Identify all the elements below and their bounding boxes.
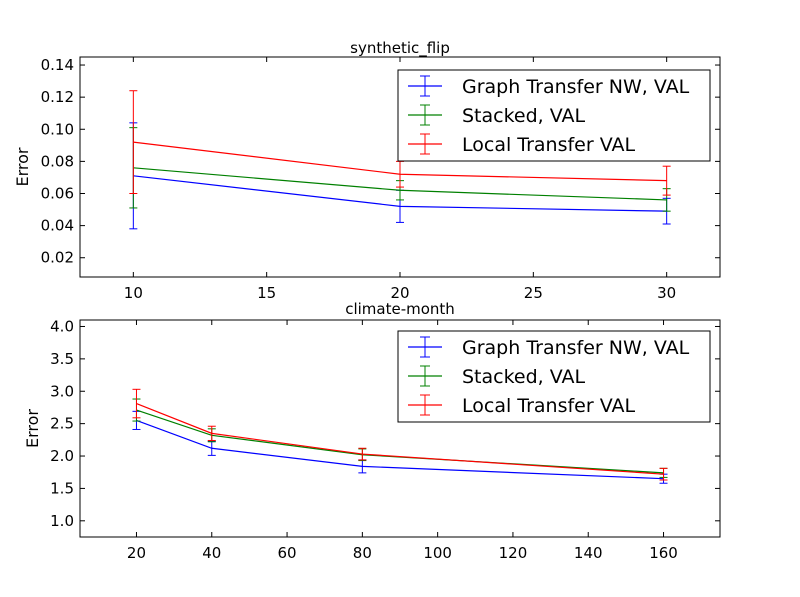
y-axis-label: Error <box>13 147 32 186</box>
series-3 <box>129 90 671 196</box>
chart-panel-1: 10 15 20 25 30 0.02 0.04 0.06 0.08 0.10 0.12 0.14 sy… <box>13 39 721 302</box>
x-tick-label: 20 <box>390 284 409 302</box>
x-tick-label: 25 <box>524 284 543 302</box>
y-tick-label: 0.14 <box>41 56 74 74</box>
legend-label: Graph Transfer NW, VAL <box>462 337 690 359</box>
legend-label: Stacked, VAL <box>462 105 586 127</box>
y-tick-label: 0.08 <box>41 152 74 170</box>
legend-label: Local Transfer VAL <box>462 395 636 417</box>
y-tick-label: 0.06 <box>41 184 74 202</box>
y-tick-label: 2.0 <box>50 447 74 465</box>
x-tick-label: 60 <box>278 544 297 562</box>
y-tick-label: 1.0 <box>50 512 74 530</box>
x-tick-label: 140 <box>574 544 603 562</box>
x-tick-label: 15 <box>257 284 276 302</box>
series-line <box>136 403 664 475</box>
x-tick-label: 10 <box>124 284 143 302</box>
legend-label: Graph Transfer NW, VAL <box>462 76 690 98</box>
chart-title: climate-month <box>345 300 455 318</box>
x-tick-label: 30 <box>657 284 676 302</box>
y-tick-label: 3.5 <box>50 350 74 368</box>
chart-title: synthetic_flip <box>350 39 450 58</box>
y-tick-label: 0.12 <box>41 88 74 106</box>
y-tick-label: 4.0 <box>50 317 74 335</box>
legend-label: Local Transfer VAL <box>462 134 636 156</box>
y-tick-label: 3.0 <box>50 382 74 400</box>
y-tick-label: 0.02 <box>41 249 74 267</box>
series-line <box>136 419 664 480</box>
legend-label: Stacked, VAL <box>462 366 586 388</box>
legend-box <box>397 330 711 423</box>
x-tick-label: 100 <box>423 544 452 562</box>
y-axis-label: Error <box>23 409 42 448</box>
legend: Graph Transfer NW, VAL Stacked, VAL Local … <box>397 330 711 423</box>
x-tick-label: 120 <box>499 544 528 562</box>
x-tick-label: 40 <box>202 544 221 562</box>
legend: Graph Transfer NW, VAL Stacked, VAL Local … <box>397 69 711 162</box>
legend-box <box>397 69 711 162</box>
chart-panel-2: 20 40 60 80 100 120 140 160 1.0 1.5 2.0 2.5 3.0 3.5 4.… <box>23 300 721 562</box>
x-tick-label: 20 <box>127 544 146 562</box>
plot-frame <box>79 319 721 538</box>
y-tick-label: 2.5 <box>50 415 74 433</box>
y-tick-label: 0.04 <box>41 217 74 235</box>
y-tick-label: 1.5 <box>50 479 74 497</box>
x-tick-label: 160 <box>649 544 678 562</box>
series-3 <box>132 388 668 481</box>
x-tick-label: 80 <box>353 544 372 562</box>
y-tick-label: 0.10 <box>41 120 74 138</box>
